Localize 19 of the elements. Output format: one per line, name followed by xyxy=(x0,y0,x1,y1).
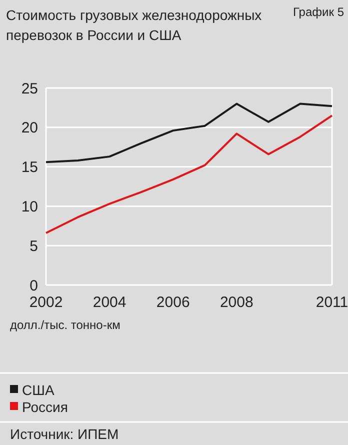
x-tick-label: 2002 xyxy=(29,294,63,311)
legend-label: США xyxy=(22,382,55,398)
text: График 5 xyxy=(292,5,344,19)
chart-title: Стоимость грузовых железнодорожных перевозок в России и США xyxy=(6,7,262,43)
x-tick-label: 2004 xyxy=(92,294,126,311)
x-tick-label: 2006 xyxy=(156,294,190,311)
y-tick-label: 20 xyxy=(21,120,38,137)
line-series xyxy=(45,102,333,164)
y-tick-label: 0 xyxy=(30,277,38,294)
x-tick-label: 2008 xyxy=(220,294,254,311)
legend-label: Россия xyxy=(22,398,68,415)
y-axis-title: долл./тыс. тонно-км xyxy=(10,318,120,332)
x-tick-label: 2011 xyxy=(316,294,348,311)
line-series xyxy=(45,114,333,234)
y-tick-label: 15 xyxy=(21,159,38,176)
y-tick-label: 25 xyxy=(21,80,38,98)
y-tick-label: 5 xyxy=(30,238,38,255)
y-tick-label: 10 xyxy=(21,198,38,216)
text: Источник: ИПЕМ xyxy=(10,426,119,442)
